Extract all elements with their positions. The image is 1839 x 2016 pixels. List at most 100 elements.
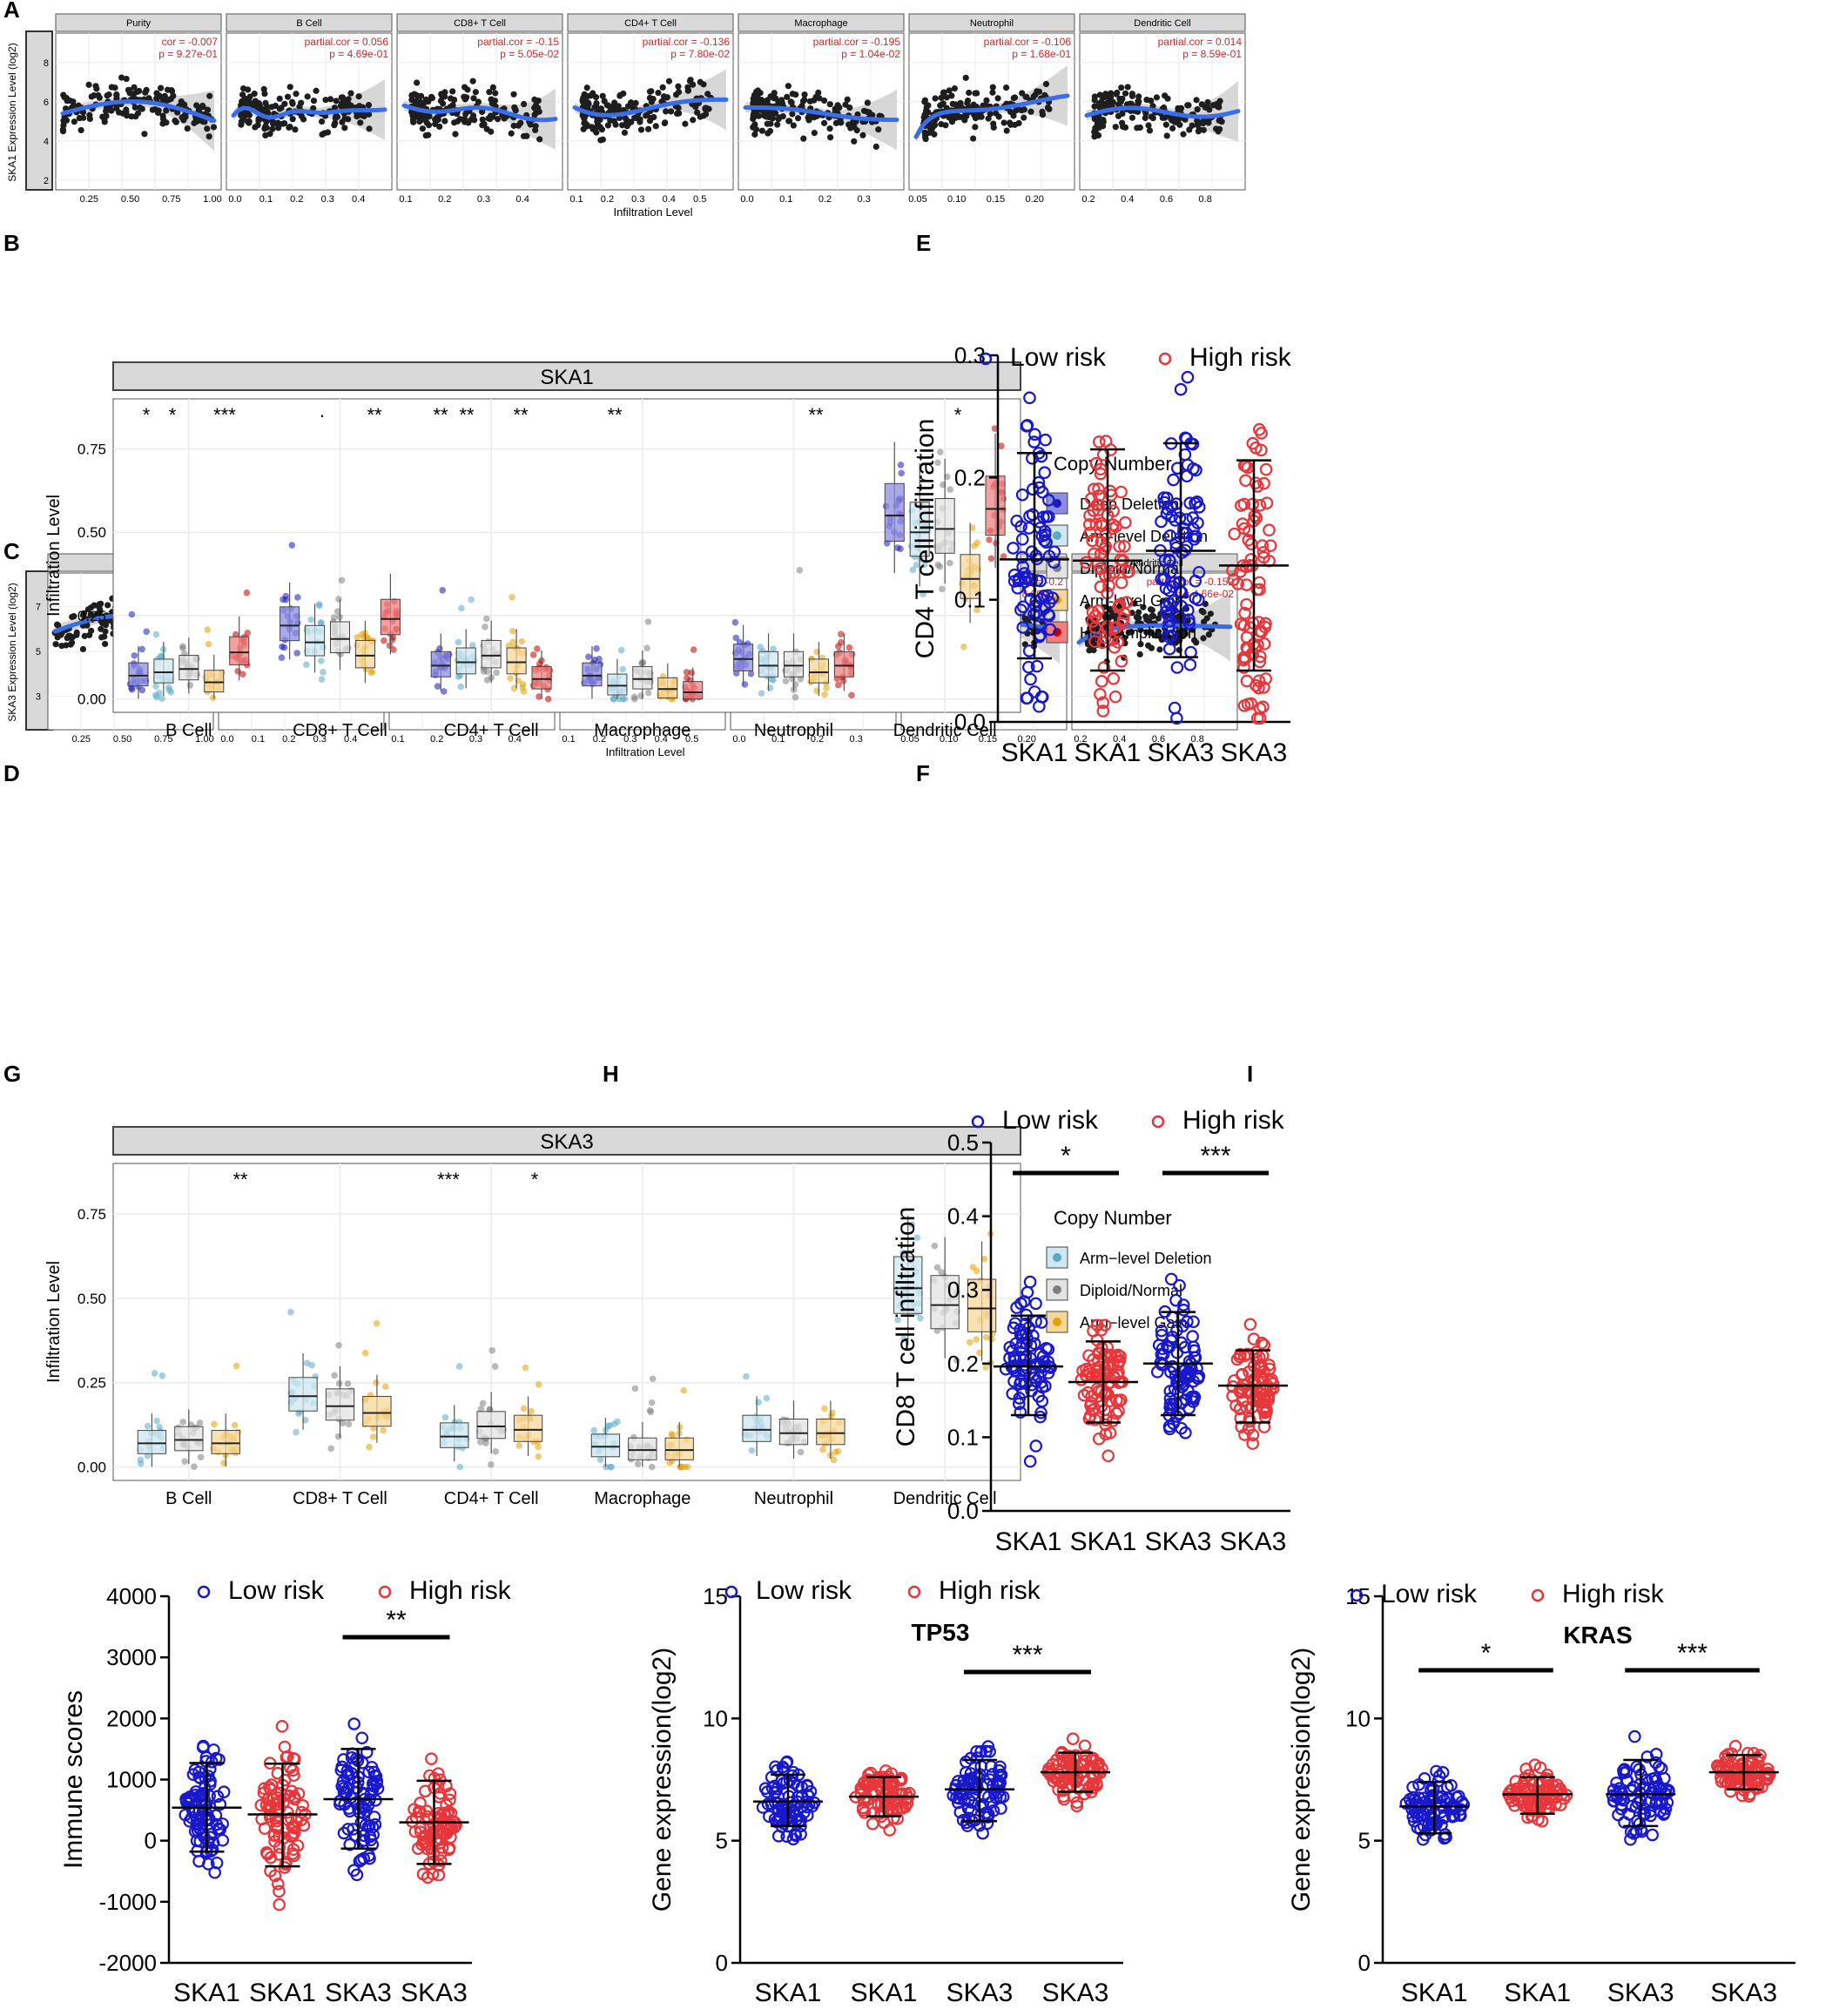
data-point xyxy=(128,113,135,120)
jitter-point xyxy=(987,555,995,563)
jitter-point xyxy=(144,1422,152,1430)
legend-marker-high xyxy=(1158,352,1172,366)
data-point xyxy=(98,634,105,641)
x-tick-label: Neutrophil xyxy=(754,721,833,740)
jitter-point xyxy=(943,473,951,481)
data-point xyxy=(1135,98,1142,105)
data-point xyxy=(432,116,439,123)
data-point xyxy=(785,118,792,125)
x-tick-label: Macrophage xyxy=(594,721,690,740)
jitter-point xyxy=(158,1372,166,1379)
jitter-point xyxy=(179,1419,186,1426)
data-point xyxy=(495,116,502,123)
x-tick-label: 0.0 xyxy=(228,194,241,205)
significance-star: * xyxy=(143,404,151,426)
data-point xyxy=(1002,84,1010,91)
data-point xyxy=(421,116,428,124)
jitter-point xyxy=(480,668,488,675)
y-tick-label: 8 xyxy=(44,58,49,69)
box xyxy=(229,636,250,665)
data-point xyxy=(592,94,600,101)
data-point xyxy=(1100,116,1107,124)
data-point xyxy=(800,135,807,142)
jitter-point xyxy=(939,585,946,593)
data-point xyxy=(1163,132,1170,139)
data-point xyxy=(990,120,997,127)
jitter-point xyxy=(946,486,953,493)
jitter-point xyxy=(593,645,600,652)
data-point xyxy=(764,120,771,127)
data-point xyxy=(131,104,138,111)
x-tick-label: B Cell xyxy=(165,1489,212,1508)
data-point xyxy=(333,98,340,105)
y-tick-label: -2000 xyxy=(99,1950,158,1976)
data-point xyxy=(1194,106,1201,113)
data-point xyxy=(1140,603,1147,610)
data-point xyxy=(946,87,953,94)
data-point xyxy=(1128,114,1136,121)
jitter-point xyxy=(303,661,310,668)
trend-line xyxy=(572,97,729,118)
ska3-title-strip xyxy=(112,1126,1021,1156)
x-tick-label: 0.05 xyxy=(908,194,926,205)
data-point xyxy=(1027,108,1034,115)
jitter-point xyxy=(644,689,652,697)
data-point xyxy=(774,121,781,128)
y-tick-label: 0.1 xyxy=(947,1424,979,1450)
jitter-point xyxy=(649,1375,657,1383)
data-point xyxy=(1134,125,1141,131)
x-tick-label: 0.0 xyxy=(220,734,233,745)
data-point xyxy=(589,125,596,132)
x-tick-label: 0.6 xyxy=(1152,734,1165,745)
data-point xyxy=(659,84,666,91)
data-point xyxy=(1181,370,1195,384)
box xyxy=(884,482,905,542)
x-tick-label: SKA3 xyxy=(1220,1527,1287,1556)
jitter-point xyxy=(211,1420,218,1428)
data-point xyxy=(59,128,67,135)
jitter-point xyxy=(590,1426,597,1434)
jitter-point xyxy=(1000,553,1007,560)
data-point xyxy=(479,122,486,129)
legend-high-risk: High risk xyxy=(1182,1106,1285,1135)
legend-title: Copy Number xyxy=(1054,453,1172,475)
p-value: p = 1.68e-01 xyxy=(1012,48,1071,60)
jitter-point xyxy=(619,665,626,673)
facet-title: Purity xyxy=(126,18,152,29)
jitter-point xyxy=(479,1399,487,1407)
jitter-point xyxy=(960,643,967,651)
data-point xyxy=(413,91,420,98)
data-point xyxy=(1169,117,1175,124)
x-tick-label: 0.4 xyxy=(344,734,357,745)
jitter-point xyxy=(998,442,1005,449)
jitter-point xyxy=(897,545,904,552)
data-point xyxy=(170,92,177,99)
data-point xyxy=(702,105,709,112)
jitter-point xyxy=(143,628,151,636)
data-point xyxy=(619,122,626,129)
box xyxy=(380,598,401,636)
y-tick-label: 0.3 xyxy=(947,1277,979,1303)
data-point xyxy=(310,105,317,111)
data-point xyxy=(989,84,996,91)
data-point xyxy=(932,95,939,102)
x-tick-label: 0.4 xyxy=(352,194,365,205)
jitter-point xyxy=(318,657,325,664)
jitter-point xyxy=(971,543,978,550)
gene-title: TP53 xyxy=(912,1619,970,1646)
data-point xyxy=(206,92,213,99)
data-point xyxy=(1195,128,1202,135)
data-point xyxy=(425,1752,438,1765)
data-point xyxy=(256,102,264,110)
jitter-point xyxy=(293,1428,300,1436)
jitter-point xyxy=(509,638,516,645)
data-point xyxy=(432,120,439,128)
jitter-point xyxy=(232,1362,240,1370)
data-point xyxy=(1003,127,1010,134)
jitter-point xyxy=(934,459,941,466)
data-point xyxy=(1148,113,1155,120)
data-point xyxy=(134,110,142,117)
facet-strip xyxy=(567,13,734,32)
panel-label-F: F xyxy=(916,760,930,786)
data-point xyxy=(104,92,111,99)
